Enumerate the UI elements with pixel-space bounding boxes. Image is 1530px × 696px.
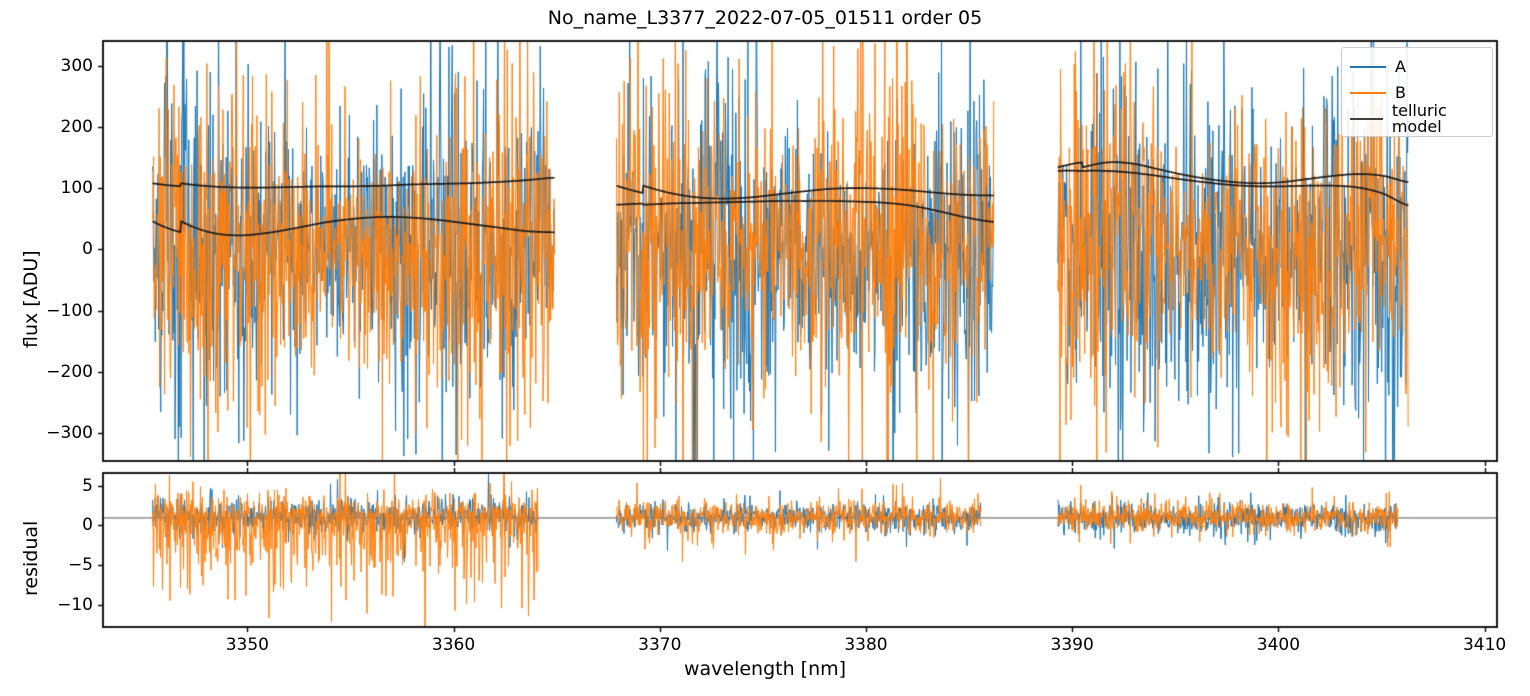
legend-label: B <box>1395 83 1406 102</box>
legend-line-icon <box>1350 66 1386 68</box>
legend-line-icon <box>1350 118 1383 120</box>
legend-label: telluric model <box>1391 101 1447 136</box>
legend-line-icon <box>1350 92 1386 94</box>
legend-entry[interactable]: telluric model <box>1350 103 1492 135</box>
legend-entry[interactable]: B <box>1350 81 1406 105</box>
legend-entry[interactable]: A <box>1350 55 1406 79</box>
legend-label: A <box>1395 57 1406 76</box>
